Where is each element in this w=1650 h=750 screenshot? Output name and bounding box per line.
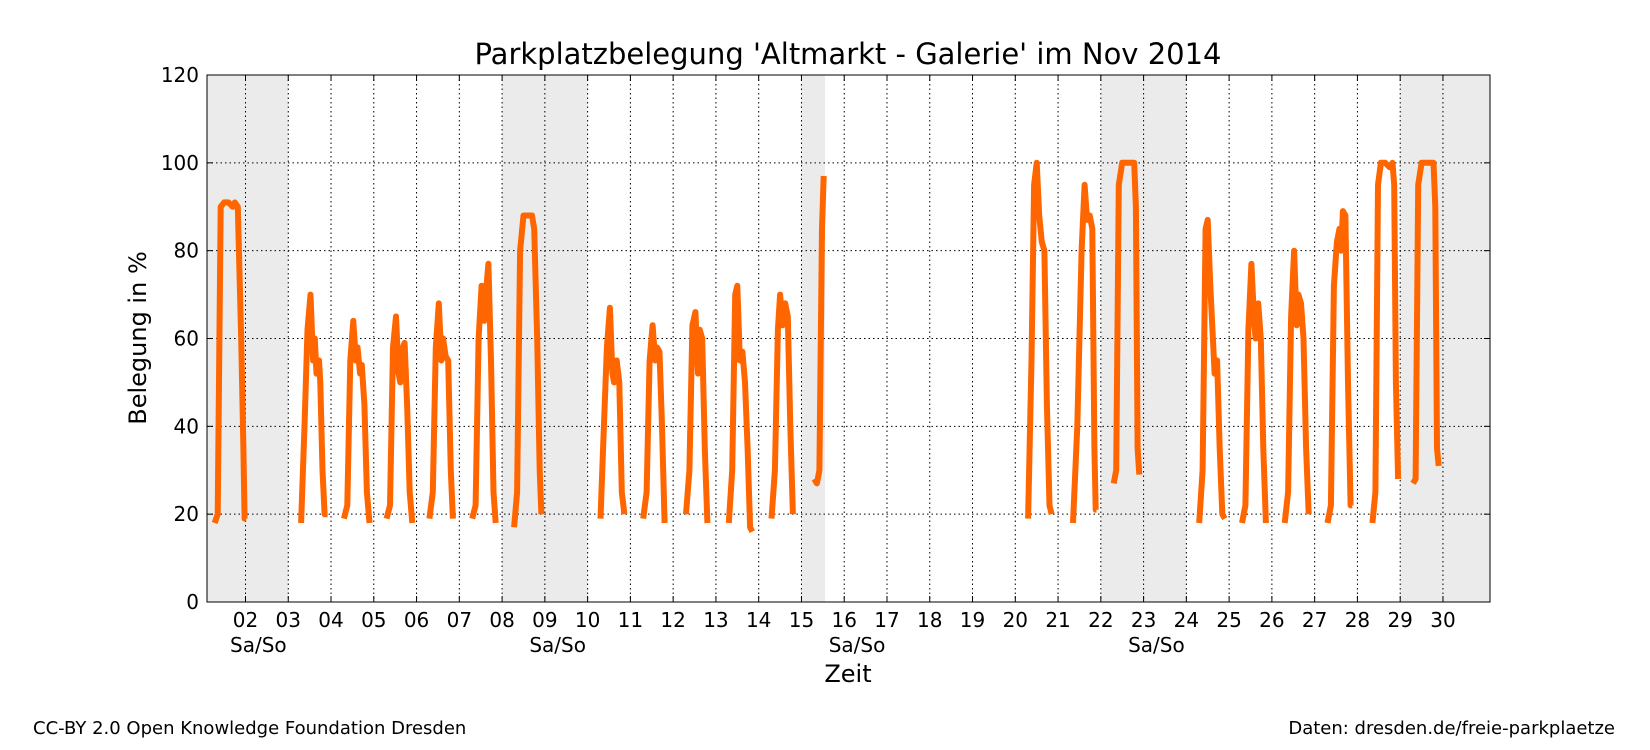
occupancy-line-segment xyxy=(383,313,416,524)
occupancy-line-segment xyxy=(1110,159,1143,484)
x-tick-label: 18 xyxy=(917,608,942,632)
x-tick-label: 12 xyxy=(660,608,685,632)
x-tick-label: 21 xyxy=(1045,608,1070,632)
occupancy-line-segment xyxy=(1070,181,1099,524)
x-tick-label: 10 xyxy=(575,608,600,632)
weekend-label: Sa/So xyxy=(829,633,886,657)
series-layer xyxy=(211,159,1442,534)
license-credit: CC-BY 2.0 Open Knowledge Foundation Dres… xyxy=(33,718,467,739)
data-source-credit: Daten: dresden.de/freie-parkplaetze xyxy=(1288,718,1615,739)
occupancy-line-segment xyxy=(640,322,668,524)
occupancy-line-segment xyxy=(1239,260,1269,524)
x-tick-label: 05 xyxy=(361,608,386,632)
y-tick-label: 80 xyxy=(174,239,199,263)
y-tick-label: 0 xyxy=(186,590,199,614)
x-tick-label: 15 xyxy=(789,608,814,632)
occupancy-line-segment xyxy=(811,175,827,487)
x-tick-label: 03 xyxy=(276,608,301,632)
occupancy-line-segment xyxy=(298,291,328,524)
occupancy-line-segment xyxy=(1281,247,1312,524)
occupancy-line-segment xyxy=(511,212,545,528)
x-tick-label: 27 xyxy=(1302,608,1327,632)
weekend-label: Sa/So xyxy=(529,633,586,657)
x-tick-label: 24 xyxy=(1174,608,1199,632)
x-tick-label: 02 xyxy=(233,608,258,632)
occupancy-line-segment xyxy=(340,317,373,524)
occupancy-line-segment xyxy=(1196,216,1228,524)
occupancy-line-segment xyxy=(725,282,755,534)
x-tick-label: 04 xyxy=(318,608,343,632)
x-tick-label: 13 xyxy=(703,608,728,632)
weekend-label: Sa/So xyxy=(230,633,287,657)
occupancy-line-segment xyxy=(426,300,456,519)
x-tick-label: 09 xyxy=(532,608,557,632)
occupancy-line-segment xyxy=(768,291,796,519)
x-tick-label: 25 xyxy=(1216,608,1241,632)
occupancy-line-segment xyxy=(211,199,248,524)
x-tick-label: 19 xyxy=(960,608,985,632)
y-tick-label: 100 xyxy=(161,151,199,175)
occupancy-line-segment xyxy=(469,260,499,524)
x-tick-label: 14 xyxy=(746,608,771,632)
x-tick-label: 16 xyxy=(831,608,856,632)
y-axis-label: Belegung in % xyxy=(124,251,152,425)
occupancy-line-segment xyxy=(1410,159,1442,485)
x-tick-label: 17 xyxy=(874,608,899,632)
occupancy-line-segment xyxy=(1369,159,1402,524)
x-tick-label: 22 xyxy=(1088,608,1113,632)
x-tick-label: 23 xyxy=(1131,608,1156,632)
x-tick-label: 26 xyxy=(1259,608,1284,632)
occupancy-line-segment xyxy=(1324,208,1354,524)
x-tick-label: 30 xyxy=(1430,608,1455,632)
occupancy-line-segment xyxy=(1025,159,1055,519)
y-tick-label: 20 xyxy=(174,502,199,526)
x-tick-label: 07 xyxy=(447,608,472,632)
weekend-label: Sa/So xyxy=(1128,633,1185,657)
x-tick-label: 06 xyxy=(404,608,429,632)
y-tick-label: 120 xyxy=(161,63,199,87)
x-tick-label: 08 xyxy=(489,608,514,632)
occupancy-line-segment xyxy=(683,309,711,524)
chart-title: Parkplatzbelegung 'Altmarkt - Galerie' i… xyxy=(475,37,1222,71)
x-axis-label: Zeit xyxy=(824,660,871,688)
x-tick-label: 29 xyxy=(1387,608,1412,632)
occupancy-line-segment xyxy=(597,304,628,519)
x-tick-label: 20 xyxy=(1003,608,1028,632)
x-tick-label: 11 xyxy=(618,608,643,632)
y-tick-label: 40 xyxy=(174,414,199,438)
y-tick-label: 60 xyxy=(174,327,199,351)
x-tick-label: 28 xyxy=(1345,608,1370,632)
ticks-layer: 0 20 40 60 80 100 120 02 03 04 05 06 07 08 09 10 11 12 13 1… xyxy=(161,63,1490,657)
